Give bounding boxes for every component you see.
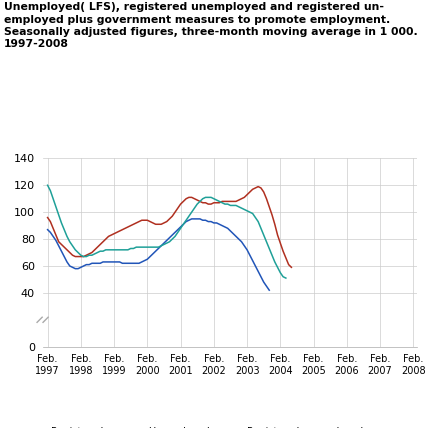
Text: Unemployed( LFS), registered unemployed and registered un-
employed plus governm: Unemployed( LFS), registered unemployed … — [4, 2, 418, 49]
Legend: Registered
unemployed, Unemployed
(LFS), Registered unemployed
+ government meas: Registered unemployed, Unemployed (LFS),… — [17, 423, 372, 428]
